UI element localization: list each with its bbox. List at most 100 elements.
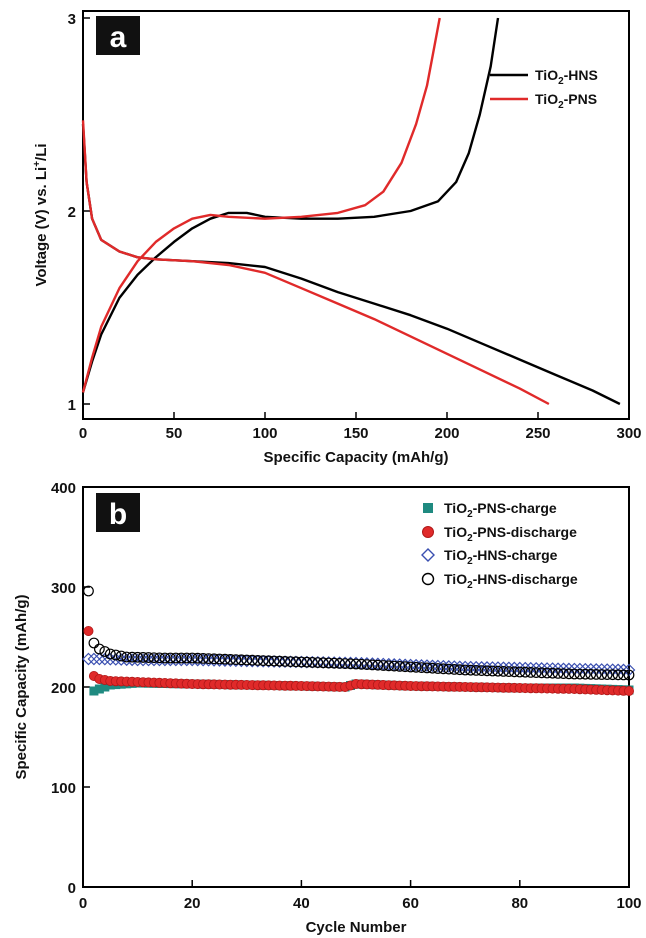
curve-pns-charge bbox=[81, 17, 441, 393]
b-y-tick-label: 300 bbox=[51, 580, 76, 597]
point-tio2-hns-charge bbox=[142, 653, 155, 667]
point-tio2-hns-discharge bbox=[290, 656, 302, 668]
b-x-tick-label: 80 bbox=[511, 895, 528, 912]
point-tio2-hns-discharge bbox=[350, 658, 362, 670]
point-tio2-hns-charge bbox=[573, 662, 587, 676]
point-tio2-hns-discharge bbox=[252, 655, 264, 666]
legend-pns-discharge-marker bbox=[422, 526, 434, 538]
point-tio2-hns-charge bbox=[218, 654, 232, 667]
point-tio2-hns-discharge bbox=[121, 651, 133, 663]
point-tio2-hns-charge bbox=[245, 654, 259, 668]
legend-hns-discharge-marker bbox=[421, 572, 435, 586]
point-tio2-hns-discharge bbox=[366, 659, 378, 671]
point-tio2-hns-discharge bbox=[263, 655, 275, 667]
point-tio2-hns-charge bbox=[82, 652, 95, 666]
point-tio2-hns-discharge bbox=[574, 668, 586, 680]
point-tio2-hns-discharge bbox=[399, 661, 411, 673]
point-tio2-hns-discharge bbox=[104, 648, 116, 660]
point-tio2-hns-discharge bbox=[585, 668, 597, 680]
point-tio2-hns-discharge bbox=[186, 652, 198, 664]
point-tio2-hns-charge bbox=[125, 653, 139, 667]
point-tio2-hns-charge bbox=[589, 663, 603, 676]
point-tio2-hns-charge bbox=[196, 653, 210, 667]
point-tio2-hns-charge bbox=[600, 663, 614, 676]
point-tio2-hns-discharge bbox=[558, 668, 569, 679]
point-tio2-hns-charge bbox=[120, 653, 134, 667]
point-tio2-hns-charge bbox=[136, 653, 150, 667]
point-tio2-hns-discharge bbox=[459, 664, 471, 676]
point-tio2-hns-charge bbox=[153, 653, 166, 667]
point-tio2-hns-charge bbox=[486, 661, 499, 674]
b-y-tick-label: 100 bbox=[51, 780, 76, 797]
point-tio2-hns-discharge bbox=[618, 669, 629, 681]
point-tio2-hns-discharge bbox=[448, 664, 460, 675]
point-tio2-hns-discharge bbox=[590, 669, 602, 680]
point-tio2-hns-charge bbox=[147, 653, 161, 667]
b-x-tick-label: 20 bbox=[184, 895, 201, 912]
point-tio2-hns-discharge bbox=[219, 653, 231, 665]
point-tio2-hns-charge bbox=[289, 655, 303, 669]
point-tio2-hns-discharge bbox=[306, 657, 318, 668]
a-x-tick-label: 100 bbox=[252, 425, 277, 442]
b-x-tick-label: 40 bbox=[293, 895, 310, 912]
point-tio2-hns-discharge bbox=[530, 667, 542, 678]
panel-b-ticks: 0 20 40 60 80 100 0 100 200 300 400 bbox=[51, 480, 642, 912]
panel-b-y-axis-title: Specific Capacity (mAh/g) bbox=[13, 594, 30, 779]
point-tio2-hns-charge bbox=[273, 655, 286, 668]
panel-b-points bbox=[82, 585, 636, 697]
point-tio2-hns-discharge bbox=[148, 652, 160, 664]
point-tio2-hns-discharge bbox=[241, 654, 253, 666]
point-tio2-hns-discharge bbox=[432, 663, 444, 674]
legend-pns-charge-label: TiO2-PNS-charge bbox=[444, 500, 557, 520]
point-tio2-hns-charge bbox=[251, 654, 265, 668]
point-tio2-hns-charge bbox=[568, 662, 581, 676]
panel-b-legend: TiO2-PNS-charge TiO2-PNS-discharge TiO2-… bbox=[421, 500, 578, 591]
point-tio2-hns-discharge bbox=[339, 658, 351, 669]
point-tio2-hns-discharge bbox=[519, 666, 531, 678]
legend-pns-charge-marker bbox=[423, 503, 433, 513]
point-tio2-hns-charge bbox=[213, 654, 226, 667]
point-tio2-hns-discharge bbox=[536, 667, 548, 679]
point-tio2-hns-discharge bbox=[601, 669, 613, 680]
panel-b: 0 20 40 60 80 100 0 100 200 300 400 b TiO2-PNS-cha… bbox=[13, 480, 642, 936]
point-tio2-hns-discharge bbox=[514, 666, 526, 678]
point-tio2-hns-charge bbox=[164, 653, 177, 667]
a-y-tick-label: 1 bbox=[68, 397, 76, 414]
a-x-tick-label: 300 bbox=[616, 425, 641, 442]
point-tio2-hns-charge bbox=[551, 662, 565, 676]
point-tio2-hns-discharge bbox=[487, 665, 498, 677]
point-tio2-hns-charge bbox=[278, 655, 292, 669]
a-x-tick-label: 250 bbox=[525, 425, 550, 442]
point-tio2-hns-charge bbox=[131, 653, 144, 667]
point-tio2-hns-discharge bbox=[208, 653, 220, 665]
point-tio2-hns-discharge bbox=[93, 643, 105, 655]
point-tio2-hns-discharge bbox=[503, 666, 515, 677]
point-tio2-hns-charge bbox=[262, 655, 275, 668]
point-tio2-hns-discharge bbox=[427, 662, 438, 674]
curve-hns-charge bbox=[81, 17, 500, 393]
point-tio2-hns-charge bbox=[87, 652, 101, 666]
point-tio2-hns-charge bbox=[518, 661, 532, 675]
a-x-tick-label: 0 bbox=[79, 425, 87, 442]
point-tio2-hns-discharge bbox=[465, 664, 477, 676]
point-tio2-hns-discharge bbox=[301, 656, 313, 668]
point-tio2-hns-discharge bbox=[323, 657, 335, 669]
legend-hns-charge-marker bbox=[421, 548, 435, 562]
point-tio2-hns-discharge bbox=[569, 668, 580, 680]
point-tio2-hns-discharge bbox=[317, 657, 329, 669]
a-x-tick-label: 50 bbox=[166, 425, 183, 442]
point-tio2-hns-discharge bbox=[443, 663, 455, 675]
point-tio2-hns-discharge bbox=[361, 659, 373, 670]
a-y-tick-label: 3 bbox=[68, 11, 76, 28]
a-x-tick-label: 150 bbox=[343, 425, 368, 442]
point-tio2-hns-charge bbox=[507, 661, 521, 675]
point-tio2-hns-discharge bbox=[225, 654, 236, 665]
point-tio2-hns-discharge bbox=[274, 655, 285, 667]
point-tio2-hns-discharge bbox=[405, 661, 417, 673]
b-y-tick-label: 0 bbox=[68, 880, 76, 897]
point-tio2-hns-discharge bbox=[181, 652, 193, 664]
point-tio2-hns-discharge bbox=[541, 667, 553, 679]
point-tio2-hns-discharge bbox=[154, 652, 165, 664]
point-tio2-hns-discharge bbox=[137, 652, 149, 663]
